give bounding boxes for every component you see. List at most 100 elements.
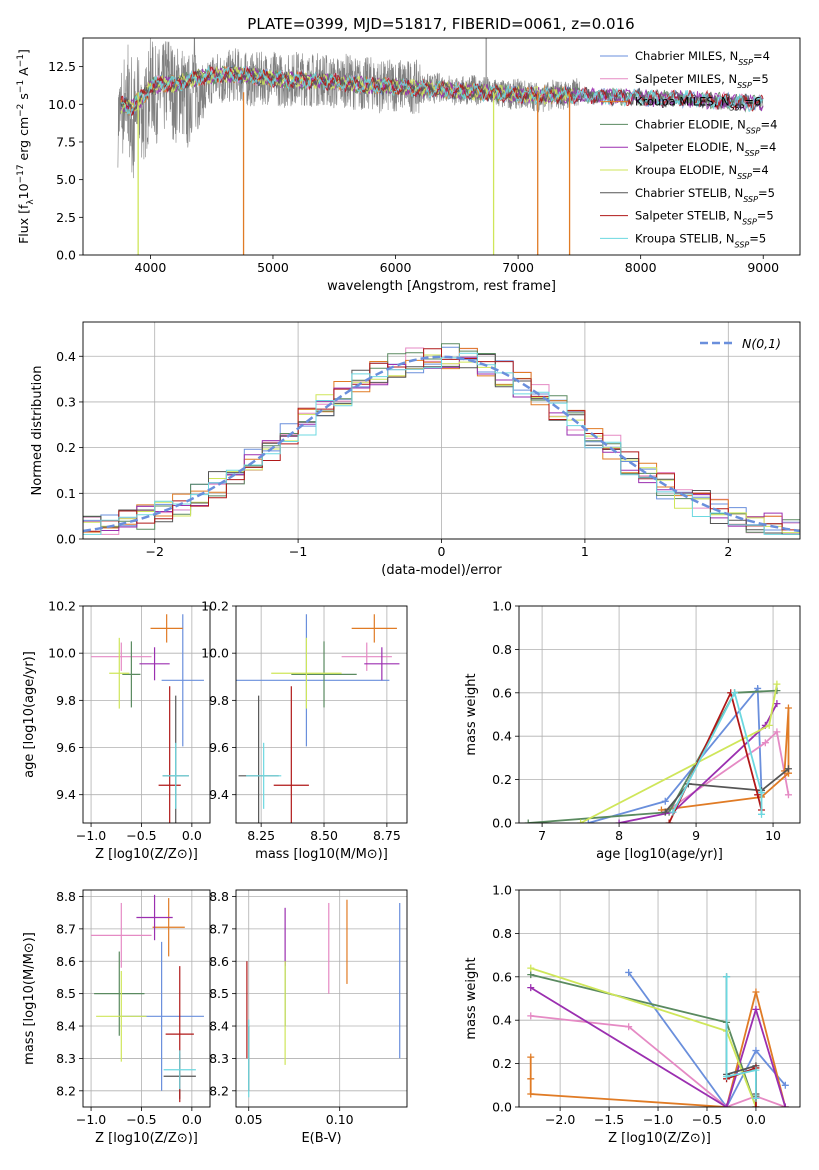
y-tick-label: 8.5 [209,986,229,1001]
y-tick-label: 0.4 [492,1013,512,1028]
legend-label-tail: =6 [744,95,761,109]
panel-age_vs_mass: 8.25 8.50 8.75 9.4 9.6 9.8 10.0 10.2 mass [log10… [201,599,408,862]
legend-label-name: Salpeter MILES, N [635,72,737,86]
legend-label-sub: SSP [737,172,752,181]
y-axis-label-part: erg cm [16,117,31,165]
x-tick-label: 7000 [502,260,534,275]
y-tick-label: 8.5 [56,986,76,1001]
y-axis-label: Flux [fλ10−17 erg cm−2 s−1 A−1] [16,49,36,244]
y-tick-label: 0.4 [492,729,512,744]
legend-label-name: Salpeter STELIB, N [635,209,742,223]
legend-label: Kroupa ELODIE, NSSP=4 [635,163,769,181]
x-tick-label: −0.5 [126,828,156,843]
legend-label-name: Kroupa STELIB, N [635,231,735,245]
mass-weight-marker [765,721,773,729]
y-tick-label: 1.0 [492,883,512,898]
x-axis-label: (data-model)/error [381,563,502,578]
y-axis-label-part: −17 [16,164,26,183]
y-tick-label: 8.2 [56,1083,76,1098]
x-tick-label: −1.0 [76,1112,106,1127]
legend-label-name: Kroupa MILES, N [635,95,730,109]
y-tick-label: 10.0 [48,646,76,661]
x-tick-label: 9000 [747,260,779,275]
mass-weight-series [530,986,787,1107]
x-axis-label: Z [log10(Z/Z⊙)] [95,1131,198,1146]
y-tick-label: 12.5 [48,59,76,74]
y-tick-label: 8.4 [56,1019,76,1034]
model-spectrum-line [120,66,764,116]
x-axis-label: mass [log10(M/M⊙)] [255,847,388,862]
mass-weight-marker [773,700,781,708]
y-tick-label: 10.0 [201,646,229,661]
mass-weight-series [672,690,763,815]
axes-frame [518,889,801,1108]
panel-age_vs_Z: −1.0 −0.5 0.0 9.4 9.6 9.8 10.0 10.2 Z [log10(Z/Z… [22,599,211,862]
y-axis-label-part: −2 [16,104,26,117]
panel-mass_vs_EBV: 0.05 0.10 8.2 8.3 8.4 8.5 8.6 8.7 8.8 E(B-V) [209,889,408,1146]
y-tick-label: 8.3 [56,1051,76,1066]
y-axis-label-part: 10 [16,183,31,199]
y-tick-label: 0.2 [56,440,76,455]
legend-label: Chabrier ELODIE, NSSP=4 [635,117,777,135]
plot-area [524,680,792,823]
mass-weight-marker [761,739,769,747]
mass-weight-marker [625,1023,633,1031]
axes-frame [235,889,408,1108]
y-axis-label: Normed distribution [30,366,45,496]
y-axis-label-part: Flux [f [16,204,31,244]
x-tick-label: 8.75 [373,828,401,843]
figure-title: PLATE=0399, MJD=51817, FIBERID=0061, z=0… [247,15,634,33]
model-spectrum-line [120,65,764,117]
mass-weight-marker [527,1075,535,1083]
y-tick-label: 8.3 [209,1051,229,1066]
legend-label-sub: SSP [730,103,745,112]
legend-label: Salpeter STELIB, NSSP=5 [635,209,774,227]
legend-label: Chabrier MILES, NSSP=4 [635,49,770,67]
mass-weight-marker [758,789,766,797]
y-tick-label: 0.1 [56,486,76,501]
y-tick-label: 7.5 [56,134,76,149]
axes-frame [518,605,801,824]
y-tick-label: 9.4 [209,787,229,802]
plot-area [91,894,204,1103]
axes-frame [82,37,801,256]
y-tick-label: 0.8 [492,926,512,941]
y-tick-label: 8.8 [209,889,229,904]
y-tick-label: 0.4 [56,349,76,364]
x-tick-label: 7 [538,828,546,843]
plot-area [83,343,800,539]
y-axis-label: age [log10(age/yr)] [22,651,37,778]
x-tick-label: 1 [581,544,589,559]
legend-label-tail: =5 [749,231,766,245]
mass-weight-marker [615,819,623,823]
mass-weight-series [588,686,763,823]
y-tick-label: 0.6 [492,969,512,984]
y-tick-label: 0.0 [56,248,76,263]
mass-weight-marker [527,1012,535,1020]
y-axis-label: mass weight [464,957,479,1039]
x-tick-label: 8000 [625,260,657,275]
x-tick-label: 10 [765,828,781,843]
mass-weight-marker [527,964,535,972]
x-tick-label: 6000 [380,260,412,275]
plot-area [246,899,401,1098]
legend-label-name: Chabrier ELODIE, N [635,117,746,131]
y-tick-label: 0.2 [492,1056,512,1071]
x-tick-label: 0.10 [326,1112,354,1127]
legend-label-tail: =4 [753,49,770,63]
mass-weight-marker [527,971,535,979]
residual-histogram-step [83,352,800,539]
legend-label-sub: SSP [737,80,752,89]
x-axis-label: Z [log10(Z/Z⊙)] [95,847,198,862]
legend-label-tail: =5 [758,186,775,200]
x-tick-label: −2 [145,544,163,559]
legend-label-tail: =4 [761,117,778,131]
legend-label-sub: SSP [745,149,760,158]
x-tick-label: 0.0 [182,1112,202,1127]
legend-label-name: Chabrier MILES, N [635,49,738,63]
x-axis-label: age [log10(age/yr)] [596,847,723,862]
mass-weight-marker [784,704,792,712]
x-tick-label: 8 [615,828,623,843]
x-tick-label: −1 [289,544,307,559]
legend-label-name: Kroupa ELODIE, N [635,163,737,177]
